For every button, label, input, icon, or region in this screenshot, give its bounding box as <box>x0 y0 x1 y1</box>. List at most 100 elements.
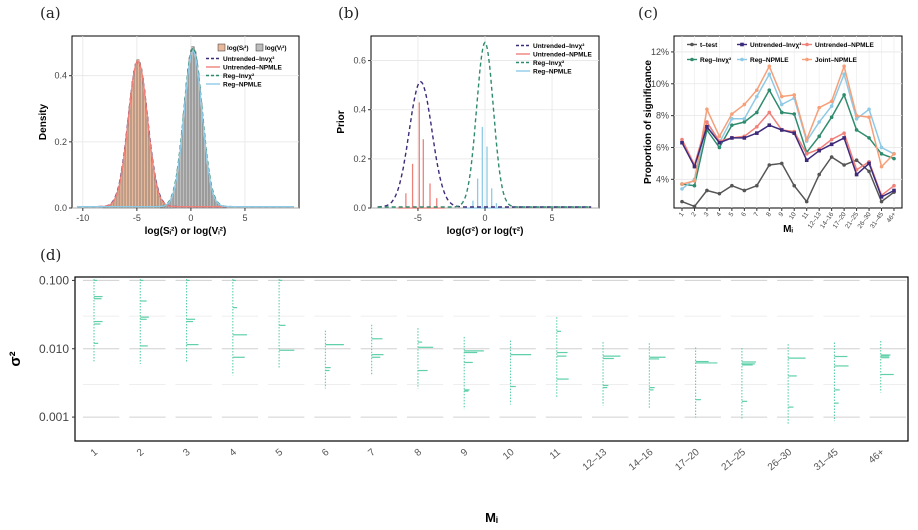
series-point <box>730 117 734 121</box>
histogram-bar <box>134 63 137 209</box>
series-point <box>854 128 859 132</box>
x-tick-label: 0 <box>188 213 193 223</box>
x-tick-label: 4 <box>228 447 240 459</box>
x-tick-label: 3 <box>181 447 193 459</box>
y-tick-label: 12% <box>651 47 669 57</box>
series-point <box>742 136 747 140</box>
series-point <box>705 124 709 129</box>
panel-b: (b) -5 0 5 0.0 0.2 0.4 0.6 log(σ²) or log(τ²) Pri… <box>336 4 600 237</box>
series-point <box>867 115 871 120</box>
series-point <box>779 102 784 107</box>
series-point <box>730 183 734 188</box>
series-point <box>842 72 846 77</box>
series-point <box>680 182 684 186</box>
x-tick-label: 12–13 <box>581 447 610 474</box>
histogram-bar <box>185 82 188 209</box>
series-point <box>755 94 759 99</box>
x-tick-label: 7 <box>366 447 378 459</box>
histogram-bar <box>137 59 140 209</box>
x-tick-label: 5 <box>550 213 555 223</box>
y-tick-label: 0.2 <box>353 154 366 164</box>
series-point <box>879 199 884 204</box>
series-point <box>829 99 834 104</box>
x-axis-label: Mᵢ <box>783 224 793 235</box>
x-tick-label: 1 <box>678 211 686 218</box>
histogram-bar <box>131 81 134 209</box>
series-point <box>730 136 734 140</box>
series-point <box>817 172 821 177</box>
y-tick-label: 0.6 <box>353 56 366 66</box>
x-tick-label: 3 <box>703 211 711 218</box>
panel-d: (d) 1 2 3 4 5 6 7 8 9 10 11 12–13 14–16 17–20 21–25 26–3… <box>7 246 909 525</box>
series-point <box>854 113 859 118</box>
panel-a: (a) -10 -5 0 5 0.0 0.2 0.4 log(Sᵢ²) or log(Vᵢ²) D… <box>38 4 300 237</box>
series-point <box>767 64 772 69</box>
series-point <box>854 172 859 177</box>
histogram-bar <box>142 78 144 209</box>
series-point <box>867 136 871 140</box>
x-axis-label: log(σ²) or log(τ²) <box>447 226 524 237</box>
x-tick-label: 0 <box>482 213 487 223</box>
y-tick-label: 0.001 <box>39 410 69 424</box>
series-point <box>867 169 871 174</box>
x-tick-label: -5 <box>133 213 141 223</box>
series-point <box>842 64 846 69</box>
prior-curve-0 <box>377 80 592 208</box>
histogram-bar <box>191 46 194 209</box>
x-tick-label: 8 <box>765 211 773 218</box>
histogram-bar <box>187 68 189 209</box>
histogram-bar <box>188 57 191 209</box>
series-point <box>692 204 697 209</box>
series-point <box>742 117 747 121</box>
series-point <box>705 120 709 124</box>
series-point <box>742 102 747 107</box>
legend-label: Reg–NPMLE <box>750 57 789 64</box>
series-point <box>879 145 884 150</box>
legend-swatch <box>217 43 226 52</box>
x-axis-label: Mᵢ <box>485 510 498 525</box>
series-point <box>779 161 784 166</box>
x-tick-label: 7 <box>753 211 761 218</box>
legend-label: Untrended–Invχ² <box>750 42 802 49</box>
x-tick-label: 6 <box>740 211 748 218</box>
series-point <box>717 145 722 150</box>
series-point <box>755 124 759 129</box>
x-tick-label: 11 <box>548 447 563 462</box>
series-point <box>792 93 797 97</box>
legend-label: t–test <box>700 42 718 49</box>
series-line-0 <box>681 155 895 208</box>
legend-label: Reg–Invχ² <box>700 57 732 64</box>
x-tick-label: 21–25 <box>720 447 749 474</box>
x-tick-label: 8 <box>413 447 425 459</box>
legend-label: Untrended–NPMLE <box>223 65 283 72</box>
series-point <box>680 137 684 142</box>
x-tick-label: 26–30 <box>766 447 795 474</box>
series-point <box>779 94 784 99</box>
series-point <box>755 183 759 188</box>
panel-label: (a) <box>40 4 61 22</box>
series-point <box>705 107 709 112</box>
histogram-bar <box>104 207 107 209</box>
y-axis-label: Prior <box>336 110 347 133</box>
legend-label: Joint–NPMLE <box>815 57 858 64</box>
histogram-bar <box>139 62 141 209</box>
legend-label: Reg–NPMLE <box>533 69 572 76</box>
series-point <box>779 110 784 115</box>
series-line-3 <box>681 88 895 187</box>
density-curve-3 <box>77 50 294 208</box>
x-tick-label: -10 <box>76 213 89 223</box>
y-tick-label: 0.100 <box>39 273 69 287</box>
x-tick-label: -5 <box>414 213 422 223</box>
series-point <box>842 131 846 135</box>
series-point <box>879 152 884 156</box>
legend-label: Reg–Invχ² <box>533 60 565 67</box>
series-point <box>755 131 759 135</box>
panel-label: (d) <box>40 246 61 264</box>
series-point <box>867 161 871 166</box>
series-point <box>792 112 797 116</box>
legend-label: Reg–Invχ² <box>223 73 255 80</box>
legend-marker <box>740 57 744 62</box>
histogram-bar <box>223 207 226 209</box>
series-point <box>829 137 834 142</box>
